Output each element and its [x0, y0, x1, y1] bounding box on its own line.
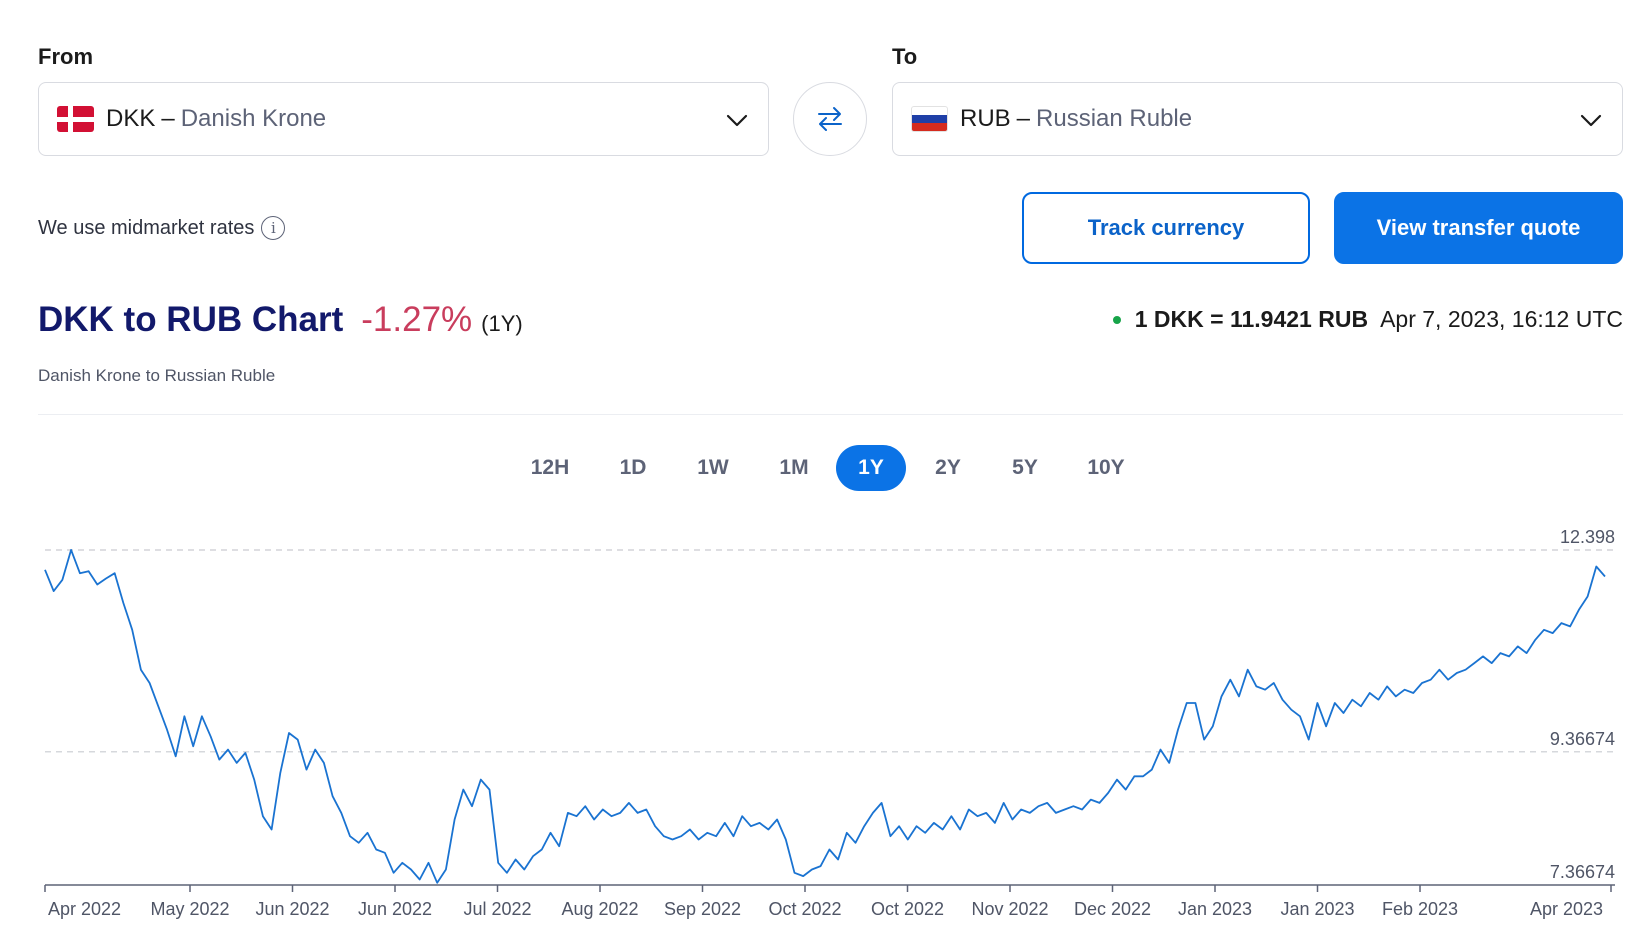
x-tick-label: Jun 2022 [358, 899, 432, 919]
to-currency-code: RUB [960, 105, 1011, 132]
tab-5y[interactable]: 5Y [1012, 456, 1038, 479]
x-tick-label: Oct 2022 [768, 899, 841, 919]
y-tick-label: 9.36674 [1550, 729, 1615, 749]
tab-12h[interactable]: 12H [530, 456, 570, 479]
x-tick-label: Oct 2022 [871, 899, 944, 919]
y-tick-label: 12.398 [1560, 527, 1615, 547]
x-tick-label: Jul 2022 [463, 899, 531, 919]
midmarket-note: We use midmarket rates i [38, 216, 286, 240]
flag-dk-icon [57, 106, 94, 132]
x-tick-label: Jan 2023 [1178, 899, 1252, 919]
x-tick-label: Nov 2022 [971, 899, 1048, 919]
from-currency-separator: – [161, 105, 175, 132]
tab-1y[interactable]: 1Y [836, 445, 906, 491]
tab-10y[interactable]: 10Y [1087, 456, 1125, 479]
to-label: To [892, 44, 918, 69]
track-currency-button[interactable]: Track currency [1022, 192, 1310, 264]
info-icon[interactable]: i [261, 216, 286, 240]
x-tick-label: Feb 2023 [1382, 899, 1458, 919]
from-currency-name: Danish Krone [180, 105, 327, 132]
to-currency-name: Russian Ruble [1036, 105, 1193, 132]
y-tick-label: 7.36674 [1550, 862, 1615, 882]
series-line [44, 549, 1606, 884]
to-currency-separator: – [1016, 105, 1031, 132]
midmarket-text: We use midmarket rates [38, 216, 255, 239]
chart-header: DKK to RUB Chart -1.27% (1Y) [38, 300, 523, 340]
rate-timestamp: Apr 7, 2023, 16:12 UTC [1380, 306, 1623, 332]
from-currency-code: DKK [106, 105, 156, 132]
x-tick-label: May 2022 [150, 899, 229, 919]
tab-1w[interactable]: 1W [697, 456, 729, 479]
chart-title: DKK to RUB Chart [38, 300, 344, 339]
rate-value: 1 DKK = 11.9421 RUB [1134, 306, 1369, 332]
x-tick-label: Jun 2022 [255, 899, 329, 919]
period-tabs: 12H 1D 1W 1M 1Y 2Y 5Y 10Y [0, 445, 1630, 491]
tab-1d[interactable]: 1D [619, 456, 647, 479]
view-transfer-quote-button[interactable]: View transfer quote [1334, 192, 1623, 264]
live-status-icon [1112, 315, 1121, 324]
chart-period: (1Y) [481, 311, 523, 336]
x-tick-label: Jan 2023 [1280, 899, 1354, 919]
x-tick-label: Sep 2022 [664, 899, 741, 919]
x-tick-label: Aug 2022 [561, 899, 638, 919]
x-tick-label: Dec 2022 [1074, 899, 1151, 919]
swap-arrows-icon [818, 107, 842, 131]
flag-ru-icon [911, 106, 948, 132]
from-currency-select[interactable]: DKK – Danish Krone [38, 82, 769, 156]
x-tick-label: Apr 2022 [48, 899, 121, 919]
tab-1m[interactable]: 1M [779, 456, 809, 479]
tab-2y[interactable]: 2Y [935, 456, 961, 479]
x-tick-label: Apr 2023 [1530, 899, 1603, 919]
chevron-down-icon[interactable] [1580, 109, 1602, 131]
chevron-down-icon[interactable] [726, 109, 748, 131]
exchange-rate-chart: 12.398 9.36674 7.36674 Apr 2022 May 2022 Jun … [44, 527, 1615, 919]
swap-currencies-button[interactable] [793, 82, 867, 156]
chart-change-percent: -1.27% [361, 300, 473, 339]
to-currency-select[interactable]: RUB – Russian Ruble [892, 82, 1623, 156]
from-label: From [38, 44, 93, 69]
current-rate: 1 DKK = 11.9421 RUB Apr 7, 2023, 16:12 U… [1112, 306, 1623, 333]
chart-subtitle: Danish Krone to Russian Ruble [38, 366, 276, 385]
divider [38, 414, 1623, 415]
